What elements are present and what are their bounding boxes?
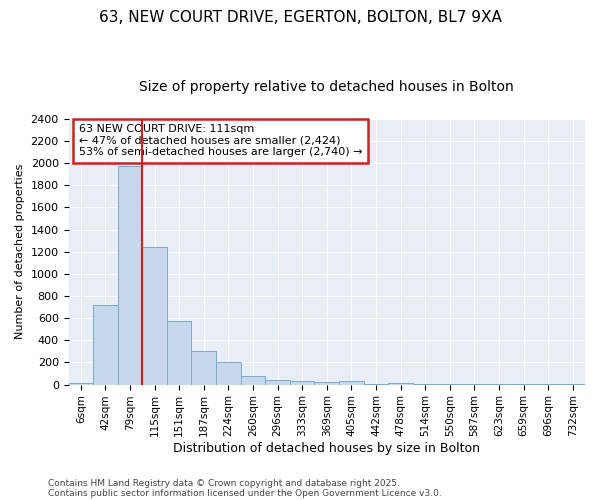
Bar xyxy=(241,376,265,384)
Text: 63 NEW COURT DRIVE: 111sqm
← 47% of detached houses are smaller (2,424)
53% of s: 63 NEW COURT DRIVE: 111sqm ← 47% of deta… xyxy=(79,124,362,158)
Text: Contains public sector information licensed under the Open Government Licence v3: Contains public sector information licen… xyxy=(48,488,442,498)
Bar xyxy=(167,321,191,384)
Bar xyxy=(314,382,339,384)
X-axis label: Distribution of detached houses by size in Bolton: Distribution of detached houses by size … xyxy=(173,442,480,455)
Bar xyxy=(339,382,364,384)
Bar xyxy=(290,381,314,384)
Bar xyxy=(118,166,142,384)
Text: 63, NEW COURT DRIVE, EGERTON, BOLTON, BL7 9XA: 63, NEW COURT DRIVE, EGERTON, BOLTON, BL… xyxy=(98,10,502,25)
Bar xyxy=(216,362,241,384)
Y-axis label: Number of detached properties: Number of detached properties xyxy=(15,164,25,340)
Title: Size of property relative to detached houses in Bolton: Size of property relative to detached ho… xyxy=(139,80,514,94)
Bar xyxy=(191,352,216,384)
Bar xyxy=(142,248,167,384)
Text: Contains HM Land Registry data © Crown copyright and database right 2025.: Contains HM Land Registry data © Crown c… xyxy=(48,478,400,488)
Bar xyxy=(93,305,118,384)
Bar xyxy=(265,380,290,384)
